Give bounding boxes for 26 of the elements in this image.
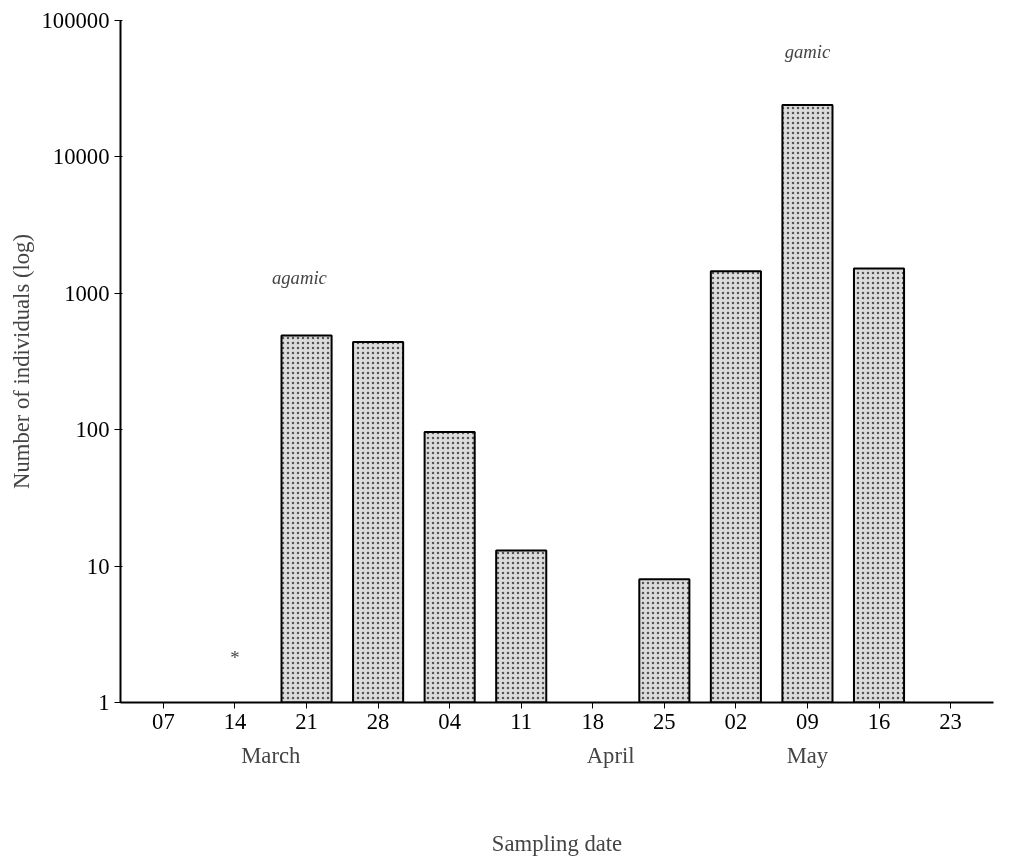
y-axis-title: Number of individuals (log)	[8, 234, 34, 489]
y-tick-label: 100	[75, 417, 110, 443]
y-tick-label: 1	[98, 690, 110, 715]
x-tick-label: 02	[724, 708, 748, 734]
annotation: *	[230, 646, 240, 668]
x-tick-label: 25	[653, 708, 676, 734]
x-tick-label: 21	[295, 708, 318, 734]
text: April	[586, 742, 635, 768]
x-tick-label: 14	[223, 708, 247, 734]
x-tick-label: 23	[939, 708, 962, 734]
x-tick-label: 04	[438, 708, 461, 734]
x-tick-label: 09	[796, 708, 819, 734]
x-tick-label: 18	[581, 708, 605, 734]
y-tick-label: 1000	[64, 280, 110, 306]
y-tick-label: 10000	[52, 144, 110, 170]
annotation: gamic	[784, 40, 831, 62]
x-tick-label: 11	[510, 708, 533, 734]
x-axis-title: Sampling date	[491, 830, 623, 856]
text: May	[786, 742, 829, 768]
x-tick-label: 28	[366, 708, 390, 734]
text: March	[241, 742, 302, 768]
x-tick-label: 07	[152, 708, 175, 734]
x-tick-label: 16	[867, 708, 891, 734]
y-tick-label: 100000	[41, 8, 110, 33]
annotation: agamic	[271, 266, 328, 288]
y-tick-label: 10	[86, 553, 110, 579]
